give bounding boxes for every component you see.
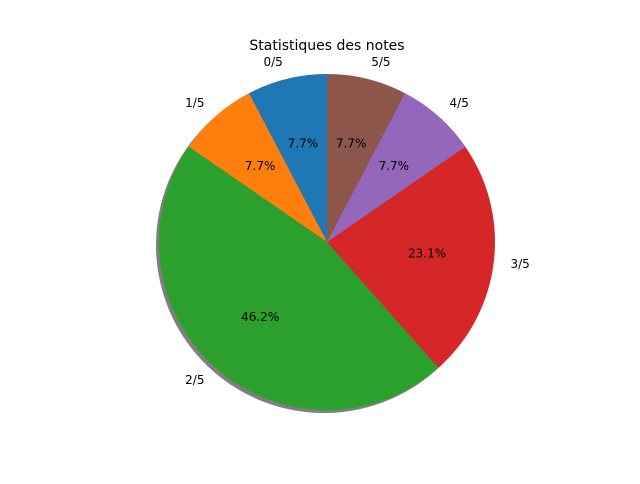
- pie-slices: [159, 74, 495, 410]
- pie-category-label: 4/5: [450, 96, 469, 110]
- pie-slice-1-5: [188, 93, 327, 243]
- pie-category-label: 1/5: [185, 96, 204, 110]
- pie-percent-label: 7.7%: [288, 137, 319, 151]
- pie-slice-3-5: [327, 146, 495, 368]
- pie-slice-5-5: [327, 74, 406, 242]
- pie-percent-label: 7.7%: [379, 159, 410, 173]
- pie-percent-label: 46.2%: [241, 310, 279, 324]
- pie-slice-2-5: [159, 146, 439, 410]
- pie-category-label: 5/5: [371, 55, 390, 69]
- pie-percent-label: 23.1%: [408, 247, 446, 261]
- pie-category-label: 2/5: [185, 373, 204, 387]
- chart-title: Statistiques des notes: [249, 38, 404, 54]
- pie-labels: 0/5 7.7% 1/5 7.7% 2/5 46.2% 3/5 23.1% 4/5 7.7% 5/5…: [185, 55, 530, 387]
- pie-slice-0-5: [248, 74, 327, 242]
- pie-category-label: 0/5: [263, 55, 282, 69]
- pie-slice-4-5: [327, 93, 466, 243]
- pie-percent-label: 7.7%: [336, 137, 367, 151]
- pie-category-label: 3/5: [510, 257, 529, 271]
- pie-percent-label: 7.7%: [245, 159, 276, 173]
